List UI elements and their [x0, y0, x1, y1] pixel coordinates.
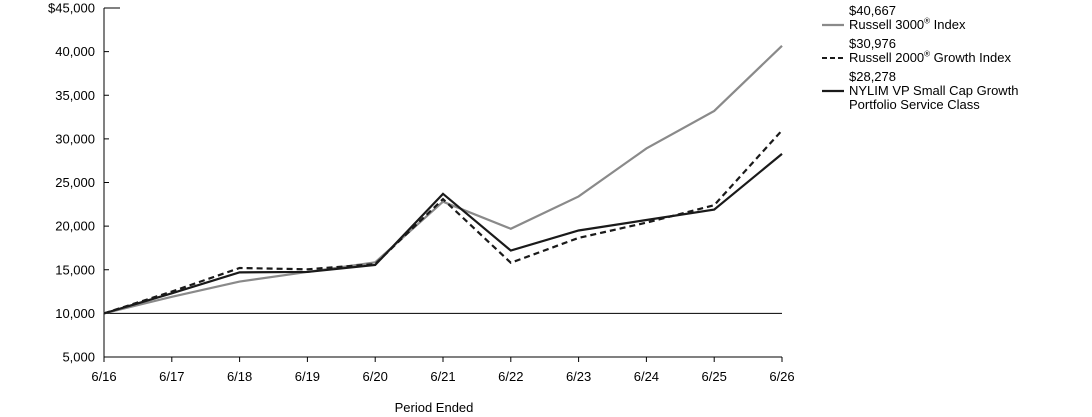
series-line-1 — [103, 129, 783, 315]
legend-entry-russell-3000: $40,667 Russell 3000® Index — [822, 4, 1082, 32]
legend-swatch-solid-black — [822, 89, 844, 93]
y-tick-label: 40,000 — [55, 44, 95, 59]
x-tick-label: 6/17 — [159, 369, 184, 384]
y-tick-label: 35,000 — [55, 88, 95, 103]
legend-value: $28,278 — [849, 69, 896, 84]
y-tick-label: 30,000 — [55, 131, 95, 146]
legend-entry-nylim-portfolio: $28,278 NYLIM VP Small Cap Growth Portfo… — [822, 70, 1082, 112]
legend: $40,667 Russell 3000® Index $30,976 Russ… — [822, 4, 1082, 117]
y-tick-label: 10,000 — [55, 306, 95, 321]
x-axis-title: Period Ended — [395, 400, 474, 415]
x-tick-label: 6/26 — [769, 369, 794, 384]
y-axis: 5,000 10,000 15,000 20,000 25,000 30,000 35,00… — [48, 1, 120, 365]
y-tick-label: $45,000 — [48, 1, 95, 16]
legend-swatch-solid-gray — [822, 23, 844, 27]
x-tick-label: 6/24 — [634, 369, 659, 384]
legend-entry-russell-2000-growth: $30,976 Russell 2000® Growth Index — [822, 37, 1082, 65]
x-tick-label: 6/20 — [363, 369, 388, 384]
y-tick-label: 5,000 — [62, 350, 95, 365]
x-tick-label: 6/22 — [498, 369, 523, 384]
x-tick-label: 6/25 — [702, 369, 727, 384]
legend-label: NYLIM VP Small Cap Growth Portfolio Serv… — [849, 83, 1019, 112]
y-tick-label: 25,000 — [55, 175, 95, 190]
series-line-2 — [103, 153, 783, 315]
legend-label: Russell 2000® Growth Index — [849, 49, 1011, 65]
y-tick-label: 15,000 — [55, 262, 95, 277]
legend-value: $40,667 — [849, 3, 896, 18]
series-line-0 — [103, 45, 783, 315]
series-lines — [103, 45, 783, 315]
x-axis: 6/16 6/17 6/18 6/19 6/20 6/21 6/22 6/23 6/24 6/25… — [91, 356, 795, 384]
y-tick-label: 20,000 — [55, 219, 95, 234]
x-tick-label: 6/23 — [566, 369, 591, 384]
legend-value: $30,976 — [849, 36, 896, 51]
legend-label: Russell 3000® Index — [849, 16, 966, 32]
x-tick-label: 6/18 — [227, 369, 252, 384]
x-tick-label: 6/19 — [295, 369, 320, 384]
x-tick-label: 6/16 — [91, 369, 116, 384]
legend-swatch-dashed-black — [822, 57, 844, 59]
x-tick-label: 6/21 — [430, 369, 455, 384]
